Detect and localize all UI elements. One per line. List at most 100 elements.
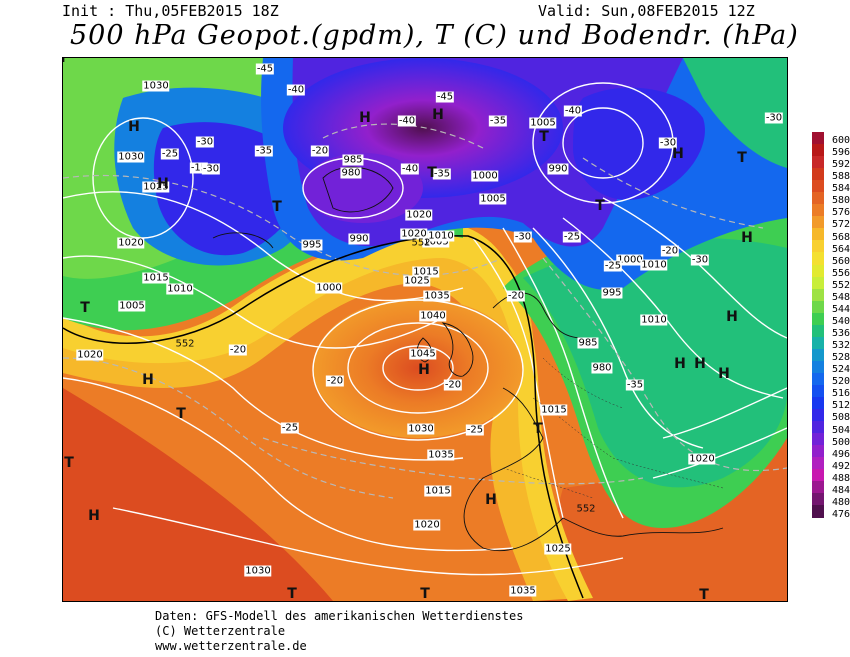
legend-label: 596: [832, 147, 850, 159]
legend-swatch: [812, 240, 824, 253]
legend-swatch: [812, 144, 824, 157]
low-pressure-center: T: [427, 165, 437, 181]
legend-swatch: [812, 481, 824, 494]
init-time: Init : Thu,05FEB2015 18Z: [62, 2, 279, 20]
legend-label: 564: [832, 243, 850, 255]
high-pressure-center: H: [726, 309, 738, 325]
isotherm-label: -20: [228, 344, 248, 356]
isotherm-label: -15: [189, 162, 209, 174]
isotherm-label: -30: [658, 137, 678, 149]
isobar-label: 1010: [427, 230, 455, 242]
legend-label: 576: [832, 207, 850, 219]
high-pressure-center: H: [432, 107, 444, 123]
isobar-label: 1005: [529, 117, 557, 129]
legend-label: 476: [832, 508, 850, 520]
legend-swatch: [812, 132, 824, 145]
isotherm-label: -30: [201, 163, 221, 175]
weather-map: 1030 1030 1025 1020 1015 1010 1005 1000 995 990 98…: [62, 57, 788, 602]
color-legend: [812, 132, 824, 518]
isotherm-label: -30: [690, 254, 710, 266]
low-pressure-center: T: [64, 455, 74, 471]
credit-line-3: www.wetterzentrale.de: [155, 639, 307, 653]
legend-label: 548: [832, 291, 850, 303]
legend-swatch: [812, 252, 824, 265]
legend-label: 552: [832, 279, 850, 291]
legend-swatch: [812, 336, 824, 349]
legend-label: 600: [832, 135, 850, 146]
legend-label: 504: [832, 424, 850, 436]
isobar-label: 1020: [413, 519, 441, 531]
legend-label: 488: [832, 472, 850, 484]
low-pressure-center: T: [595, 198, 605, 214]
isobar-label: 990: [348, 233, 370, 245]
legend-swatch: [812, 228, 824, 241]
isobar-label: 1020: [688, 453, 716, 465]
isobar-label: 985: [577, 337, 599, 349]
low-pressure-center: T: [63, 58, 68, 66]
isotherm-label: -25: [465, 424, 485, 436]
isobar-label: 1035: [423, 290, 451, 302]
isobar-label: 1000: [471, 170, 499, 182]
legend-swatch: [812, 264, 824, 277]
valid-time: Valid: Sun,08FEB2015 12Z: [538, 2, 755, 20]
isobar-label: 1020: [76, 349, 104, 361]
isobar-label: 1005: [422, 236, 450, 248]
isobars: [63, 82, 787, 576]
low-pressure-center: T: [272, 199, 282, 215]
isobar-label: 1030: [117, 151, 145, 163]
legend-swatch: [812, 192, 824, 205]
legend-label: 496: [832, 448, 850, 460]
isotherm-label: -25: [603, 260, 623, 272]
credit-line-1: Daten: GFS-Modell des amerikanischen Wet…: [155, 609, 524, 623]
legend-label: 540: [832, 315, 850, 327]
data-credit: Daten: GFS-Modell des amerikanischen Wet…: [155, 609, 523, 654]
legend-swatch: [812, 216, 824, 229]
high-pressure-center: H: [157, 176, 169, 192]
isobar-label: 995: [601, 287, 623, 299]
isotherm-label: -40: [563, 105, 583, 117]
isotherm-label: -40: [397, 115, 417, 127]
field-blue-ne-trough: [573, 87, 705, 200]
legend-label: 492: [832, 460, 850, 472]
isotherm-label: -35: [254, 145, 274, 157]
legend-swatch: [812, 312, 824, 325]
legend-label: 516: [832, 388, 850, 400]
legend-swatch: [812, 409, 824, 422]
legend-swatch: [812, 457, 824, 470]
isobar-label: 1030: [244, 565, 272, 577]
legend-swatch: [812, 505, 824, 518]
field-warm-sw: [63, 388, 333, 601]
legend-swatch: [812, 168, 824, 181]
isotherm-label: -30: [195, 136, 215, 148]
legend-label: 588: [832, 171, 850, 183]
low-pressure-center: T: [539, 129, 549, 145]
isobar-label: 1015: [540, 404, 568, 416]
high-pressure-center: H: [88, 508, 100, 524]
isotherm-label: -35: [625, 379, 645, 391]
low-pressure-center: T: [176, 406, 186, 422]
legend-label: 544: [832, 303, 850, 315]
legend-label: 528: [832, 352, 850, 364]
isobar-label: 1010: [640, 259, 668, 271]
contour-552-label: 552: [576, 503, 596, 515]
legend-swatch: [812, 276, 824, 289]
isobar-label: 1040: [419, 310, 447, 322]
legend-label: 536: [832, 328, 850, 339]
credit-line-2: (C) Wetterzentrale: [155, 624, 286, 638]
legend-label: 568: [832, 231, 850, 243]
legend-label: 584: [832, 183, 850, 195]
legend-swatch: [812, 360, 824, 373]
contour-552-label: 552: [411, 237, 431, 249]
legend-label: 520: [832, 376, 850, 388]
high-pressure-center: H: [674, 356, 686, 372]
isobar-label: 1030: [407, 423, 435, 435]
low-pressure-center: T: [737, 150, 747, 166]
legend-swatch: [812, 469, 824, 482]
legend-label: 480: [832, 496, 850, 508]
legend-label: 524: [832, 364, 850, 376]
legend-label: 592: [832, 159, 850, 171]
isotherm-label: -30: [513, 231, 533, 243]
isobar-label: 1025: [403, 275, 431, 287]
isotherm-label: -40: [400, 163, 420, 175]
borders: [502, 357, 724, 499]
